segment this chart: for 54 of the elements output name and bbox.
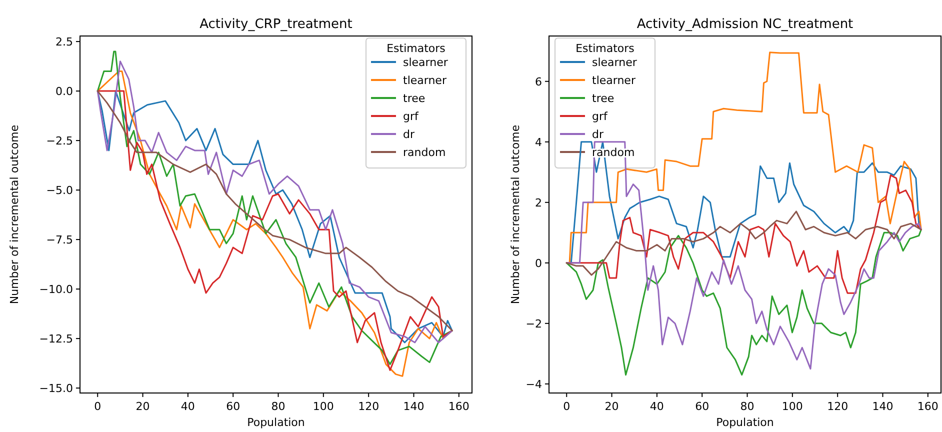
legend-label: tree [403,92,426,105]
x-tick-label: 0 [94,400,102,413]
legend-label: slearner [403,56,448,69]
chart-title: Activity_Admission NC_treatment [636,17,854,32]
legend-label: tree [592,92,614,105]
x-axis-title: Population [716,416,774,429]
y-axis-title: Number of incremental outcome [8,124,21,304]
x-tick-label: 160 [917,400,938,413]
legend-label: grf [592,110,609,123]
y-tick-label: −12.5 [39,332,73,346]
x-tick-label: 40 [650,400,664,413]
y-tick-label: −2 [526,317,542,330]
y-tick-label: 4 [535,136,542,149]
y-tick-label: 6 [535,75,542,88]
x-tick-label: 40 [180,400,195,413]
y-tick-label: −5.0 [46,184,73,198]
y-tick-label: −7.5 [46,234,73,247]
legend-label: tlearner [403,74,447,87]
x-tick-label: 160 [448,400,470,413]
x-tick-label: 80 [271,400,286,413]
y-tick-label: −4 [526,378,542,391]
x-tick-label: 20 [604,400,619,413]
x-tick-label: 120 [358,400,380,413]
chart-title: Activity_CRP_treatment [200,17,352,32]
x-tick-label: 60 [226,400,240,413]
y-tick-label: −2.5 [46,134,73,148]
legend-label: tlearner [592,74,636,87]
x-tick-label: 100 [782,400,803,413]
legend-title: Estimators [386,42,446,55]
legend-label: slearner [592,56,638,69]
y-tick-label: −15.0 [39,382,73,396]
y-tick-label: −10.0 [39,283,73,296]
x-tick-label: 0 [563,400,570,413]
line-series [566,210,922,276]
x-tick-label: 120 [827,400,848,413]
legend-label: grf [403,110,420,123]
x-tick-label: 80 [740,400,754,413]
y-tick-label: 2.5 [56,36,73,49]
x-tick-label: 60 [695,400,710,413]
x-tick-label: 100 [312,400,334,413]
x-tick-label: 140 [403,400,424,413]
legend-label: random [403,146,446,159]
legend-title: Estimators [576,42,635,55]
legend-label: dr [592,128,604,141]
legend-label: dr [403,128,415,141]
y-tick-label: 2 [535,196,542,210]
line-series [566,228,922,376]
y-tick-label: 0 [535,256,542,270]
y-axis-title: Number of incremental outcome [509,124,522,304]
line-series [566,141,922,370]
x-tick-label: 140 [872,400,894,413]
x-tick-label: 20 [136,400,150,413]
y-tick-label: 0.0 [56,85,73,98]
x-axis-title: Population [247,416,305,429]
